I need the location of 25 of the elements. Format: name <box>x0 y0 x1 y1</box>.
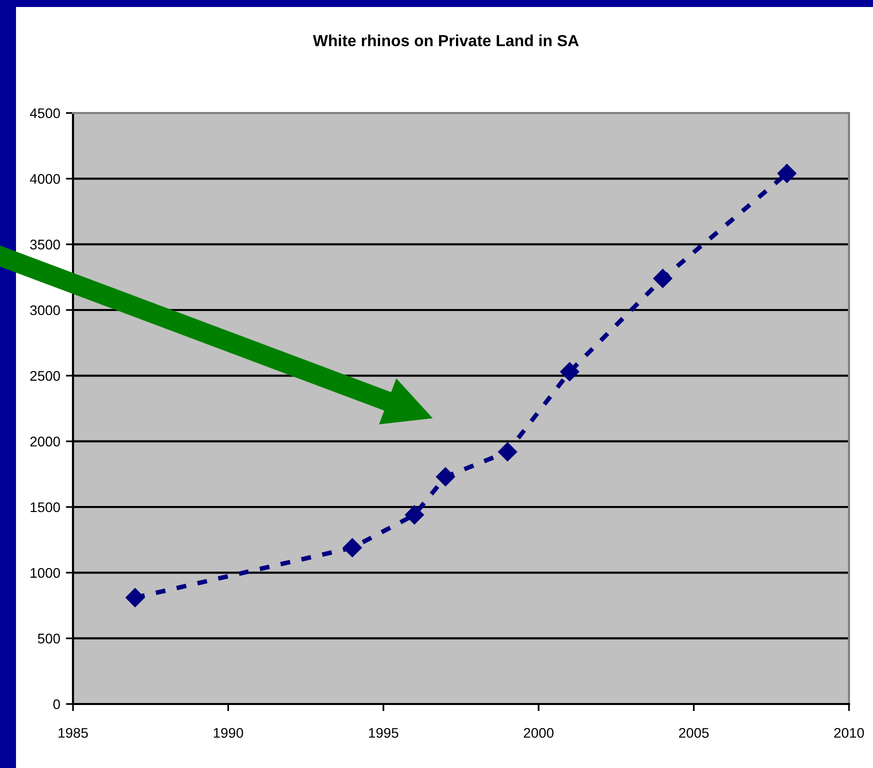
x-tick-label: 1990 <box>214 728 244 738</box>
point <box>560 362 580 382</box>
x-tick-label: 2000 <box>524 728 554 738</box>
y-tick-label: 1500 <box>30 502 60 512</box>
y-tick-label: 3000 <box>30 305 60 316</box>
y-tick-label: 3500 <box>30 240 60 250</box>
x-tick-label: 1995 <box>369 728 398 738</box>
x-tick-label: 2010 <box>834 728 864 738</box>
point <box>653 268 672 288</box>
point <box>126 588 145 608</box>
y-tick-label: 4000 <box>30 174 60 184</box>
point <box>777 164 796 183</box>
point <box>404 505 424 524</box>
point <box>342 538 362 558</box>
chart-title: White rhinos on Private Land in SA <box>312 34 579 46</box>
point <box>498 442 518 462</box>
y-tick-label: 2000 <box>30 436 60 447</box>
y-tick-label: 4500 <box>30 108 60 118</box>
y-tick-label: 2500 <box>30 371 60 381</box>
y-tick-label: 1000 <box>30 568 60 578</box>
y-tick-label: 500 <box>38 634 60 644</box>
y-tick-label: 0 <box>53 699 60 710</box>
x-tick-label: 2005 <box>679 728 709 738</box>
x-tick-label: 1985 <box>58 728 88 738</box>
point <box>436 467 456 486</box>
